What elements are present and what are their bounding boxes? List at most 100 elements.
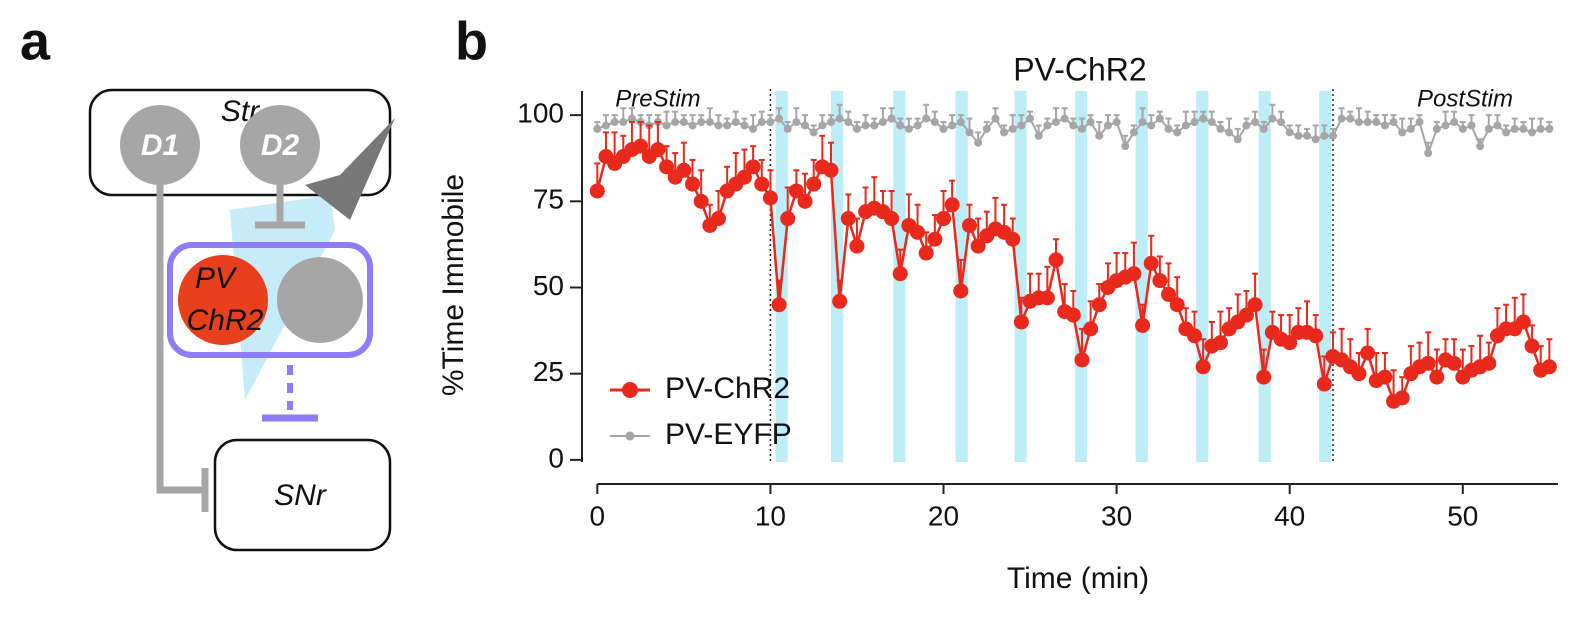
- data-point: [1013, 314, 1029, 330]
- data-point: [1052, 118, 1061, 127]
- data-point: [965, 128, 974, 137]
- data-point: [797, 193, 813, 209]
- data-point: [1212, 335, 1228, 351]
- chr2-label: ChR2: [187, 304, 264, 337]
- data-point: [913, 121, 922, 130]
- data-point: [1528, 128, 1537, 137]
- data-point: [1519, 124, 1528, 133]
- data-point: [783, 124, 792, 133]
- data-point: [953, 283, 969, 299]
- x-tick-label: 50: [1447, 500, 1478, 531]
- data-point: [1458, 124, 1467, 133]
- data-point: [1303, 131, 1312, 140]
- stim-period: [1319, 91, 1332, 462]
- data-point: [927, 231, 943, 247]
- data-point: [806, 176, 822, 192]
- data-point: [1242, 121, 1251, 130]
- data-point: [1256, 369, 1272, 385]
- y-tick-label: 0: [548, 442, 564, 473]
- data-point: [723, 121, 732, 130]
- y-axis-label: %Time Immobile: [437, 174, 470, 396]
- data-point: [714, 121, 723, 130]
- data-point: [1043, 121, 1052, 130]
- data-point: [1510, 124, 1519, 133]
- data-point: [884, 211, 900, 227]
- y-tick-label: 50: [533, 270, 564, 301]
- data-point: [1316, 376, 1332, 392]
- legend-label: PV-EYFP: [665, 418, 792, 451]
- data-point: [1380, 121, 1389, 130]
- series: [589, 121, 1557, 409]
- data-point: [892, 266, 908, 282]
- data-point: [1164, 124, 1173, 133]
- data-point: [1389, 118, 1398, 127]
- legend-marker: [622, 382, 638, 398]
- legend-marker: [625, 431, 635, 441]
- d2-label: D2: [261, 129, 300, 162]
- data-point: [1394, 390, 1410, 406]
- data-point: [688, 121, 697, 130]
- chart-title: PV-ChR2: [1013, 51, 1146, 87]
- data-point: [1083, 321, 1099, 337]
- data-point: [1432, 124, 1441, 133]
- data-point: [1112, 118, 1121, 127]
- data-point: [1207, 118, 1216, 127]
- data-point: [736, 169, 752, 185]
- data-point: [679, 118, 688, 127]
- data-point: [970, 238, 986, 254]
- data-point: [1169, 297, 1185, 313]
- data-point: [693, 193, 709, 209]
- data-point: [1247, 297, 1263, 313]
- data-point: [745, 159, 761, 175]
- data-point: [601, 121, 610, 130]
- panel-a-diagram: a Str D1 D2 PV ChR2 SNr: [20, 11, 395, 552]
- data-point: [685, 176, 701, 192]
- data-point: [961, 217, 977, 233]
- str-box: [88, 88, 392, 197]
- data-point: [1450, 118, 1459, 127]
- data-point: [956, 118, 965, 127]
- data-point: [809, 128, 818, 137]
- data-point: [1493, 121, 1502, 130]
- data-point: [1095, 131, 1104, 140]
- pv-cell: [277, 257, 363, 343]
- data-point: [1065, 307, 1081, 323]
- data-point: [740, 121, 749, 130]
- data-point: [1199, 114, 1208, 123]
- data-point: [705, 118, 714, 127]
- stim-period: [1258, 91, 1271, 462]
- stim-period: [1135, 91, 1148, 462]
- annotation: PreStim: [615, 85, 700, 112]
- pv-chr2-cell: [178, 255, 268, 345]
- panel-label: b: [455, 11, 488, 71]
- data-point: [662, 121, 671, 130]
- data-point: [918, 245, 934, 261]
- data-point: [610, 118, 619, 127]
- data-point: [1484, 124, 1493, 133]
- data-point: [1121, 142, 1130, 151]
- data-point: [1524, 338, 1540, 354]
- data-point: [861, 121, 870, 130]
- data-point: [1515, 314, 1531, 330]
- data-point: [896, 121, 905, 130]
- data-point: [1143, 255, 1159, 271]
- data-point: [1126, 266, 1142, 282]
- data-point: [1320, 131, 1329, 140]
- data-point: [948, 121, 957, 130]
- data-point: [1377, 369, 1393, 385]
- data-point: [1337, 114, 1346, 123]
- data-point: [771, 297, 787, 313]
- data-point: [710, 211, 726, 227]
- x-tick-label: 20: [928, 500, 959, 531]
- legend-label: PV-ChR2: [665, 372, 790, 405]
- data-point: [910, 224, 926, 240]
- data-point: [1086, 118, 1095, 127]
- data-point: [1311, 135, 1320, 144]
- data-point: [1008, 124, 1017, 133]
- data-point: [1363, 118, 1372, 127]
- data-point: [1155, 114, 1164, 123]
- data-point: [1195, 359, 1211, 375]
- d1-cell: [120, 105, 200, 185]
- data-point: [1000, 128, 1009, 137]
